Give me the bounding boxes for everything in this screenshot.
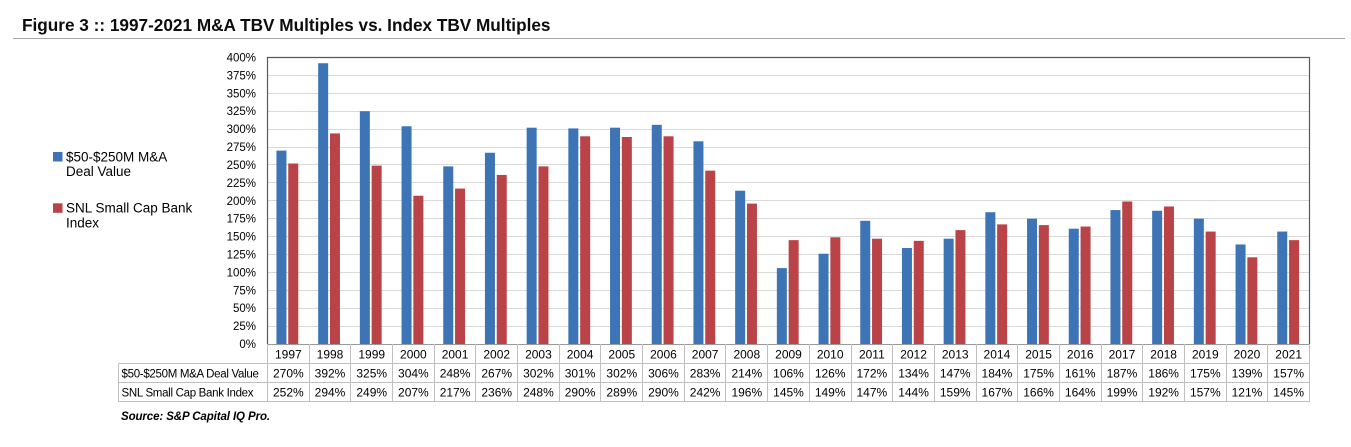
svg-text:175%: 175%	[1190, 367, 1221, 381]
svg-text:196%: 196%	[731, 386, 762, 400]
svg-text:248%: 248%	[523, 386, 554, 400]
svg-text:2003: 2003	[525, 348, 552, 362]
svg-text:2015: 2015	[1025, 348, 1052, 362]
svg-text:248%: 248%	[440, 367, 471, 381]
svg-text:139%: 139%	[1232, 367, 1263, 381]
svg-text:302%: 302%	[606, 367, 637, 381]
svg-text:294%: 294%	[315, 386, 346, 400]
svg-text:250%: 250%	[227, 160, 256, 172]
svg-text:2018: 2018	[1150, 348, 1177, 362]
svg-text:290%: 290%	[565, 386, 596, 400]
svg-text:289%: 289%	[606, 386, 637, 400]
svg-text:249%: 249%	[356, 386, 387, 400]
svg-text:400%: 400%	[227, 53, 256, 65]
svg-text:2000: 2000	[400, 348, 427, 362]
svg-text:145%: 145%	[1273, 386, 1304, 400]
svg-text:2010: 2010	[817, 348, 844, 362]
svg-text:172%: 172%	[857, 367, 888, 381]
svg-text:0%: 0%	[239, 339, 256, 351]
svg-text:147%: 147%	[857, 386, 888, 400]
svg-text:290%: 290%	[648, 386, 679, 400]
svg-text:301%: 301%	[565, 367, 596, 381]
svg-text:50%: 50%	[233, 303, 256, 315]
svg-text:175%: 175%	[1023, 367, 1054, 381]
svg-text:350%: 350%	[227, 88, 256, 100]
svg-text:2016: 2016	[1067, 348, 1094, 362]
svg-text:157%: 157%	[1273, 367, 1304, 381]
svg-text:2002: 2002	[483, 348, 510, 362]
svg-text:149%: 149%	[815, 386, 846, 400]
svg-text:1999: 1999	[358, 348, 385, 362]
svg-text:$50-$250M M&A Deal Value: $50-$250M M&A Deal Value	[122, 369, 259, 381]
svg-text:2011: 2011	[859, 348, 885, 362]
svg-text:2021: 2021	[1275, 348, 1302, 362]
svg-text:2004: 2004	[567, 348, 594, 362]
svg-text:SNL Small Cap Bank Index: SNL Small Cap Bank Index	[122, 388, 254, 400]
svg-text:145%: 145%	[773, 386, 804, 400]
svg-text:199%: 199%	[1107, 386, 1138, 400]
svg-text:144%: 144%	[898, 386, 929, 400]
svg-text:2001: 2001	[442, 348, 469, 362]
svg-text:192%: 192%	[1148, 386, 1179, 400]
svg-text:159%: 159%	[940, 386, 971, 400]
svg-text:2014: 2014	[984, 348, 1011, 362]
svg-text:214%: 214%	[731, 367, 762, 381]
svg-text:100%: 100%	[227, 267, 256, 279]
svg-text:225%: 225%	[227, 178, 256, 190]
svg-text:306%: 306%	[648, 367, 679, 381]
svg-text:2008: 2008	[733, 348, 760, 362]
svg-text:126%: 126%	[815, 367, 846, 381]
svg-text:147%: 147%	[940, 367, 971, 381]
svg-text:Source: S&P Capital IQ Pro.: Source: S&P Capital IQ Pro.	[121, 411, 270, 423]
svg-text:167%: 167%	[982, 386, 1013, 400]
svg-text:200%: 200%	[227, 196, 256, 208]
svg-text:283%: 283%	[690, 367, 721, 381]
svg-text:161%: 161%	[1065, 367, 1096, 381]
svg-text:2012: 2012	[900, 348, 927, 362]
svg-text:25%: 25%	[233, 321, 256, 333]
svg-text:2020: 2020	[1234, 348, 1261, 362]
svg-text:2006: 2006	[650, 348, 677, 362]
svg-text:325%: 325%	[356, 367, 387, 381]
svg-text:2013: 2013	[942, 348, 969, 362]
svg-text:207%: 207%	[398, 386, 429, 400]
svg-text:217%: 217%	[440, 386, 471, 400]
svg-text:150%: 150%	[227, 232, 256, 244]
svg-text:300%: 300%	[227, 124, 256, 136]
svg-text:184%: 184%	[982, 367, 1013, 381]
svg-text:236%: 236%	[481, 386, 512, 400]
svg-text:270%: 270%	[273, 367, 304, 381]
svg-text:166%: 166%	[1023, 386, 1054, 400]
svg-text:134%: 134%	[898, 367, 929, 381]
svg-text:Index: Index	[66, 216, 99, 231]
svg-text:121%: 121%	[1232, 386, 1263, 400]
svg-text:187%: 187%	[1107, 367, 1138, 381]
svg-text:267%: 267%	[481, 367, 512, 381]
svg-text:106%: 106%	[773, 367, 804, 381]
svg-text:242%: 242%	[690, 386, 721, 400]
svg-text:164%: 164%	[1065, 386, 1096, 400]
svg-text:1997: 1997	[275, 348, 302, 362]
svg-text:2017: 2017	[1109, 348, 1136, 362]
svg-text:2009: 2009	[775, 348, 802, 362]
svg-text:302%: 302%	[523, 367, 554, 381]
svg-text:2007: 2007	[692, 348, 719, 362]
svg-text:304%: 304%	[398, 367, 429, 381]
svg-text:325%: 325%	[227, 106, 256, 118]
svg-text:375%: 375%	[227, 70, 256, 82]
svg-text:SNL Small Cap Bank: SNL Small Cap Bank	[66, 201, 193, 216]
svg-text:$50-$250M M&A: $50-$250M M&A	[66, 149, 167, 164]
svg-text:392%: 392%	[315, 367, 346, 381]
svg-text:2005: 2005	[608, 348, 635, 362]
svg-text:1998: 1998	[317, 348, 344, 362]
svg-text:Deal Value: Deal Value	[66, 164, 131, 179]
svg-text:2019: 2019	[1192, 348, 1219, 362]
svg-text:275%: 275%	[227, 142, 256, 154]
svg-text:125%: 125%	[227, 249, 256, 261]
svg-text:157%: 157%	[1190, 386, 1221, 400]
svg-text:175%: 175%	[227, 214, 256, 226]
svg-text:252%: 252%	[273, 386, 304, 400]
svg-text:75%: 75%	[233, 285, 256, 297]
svg-text:186%: 186%	[1148, 367, 1179, 381]
